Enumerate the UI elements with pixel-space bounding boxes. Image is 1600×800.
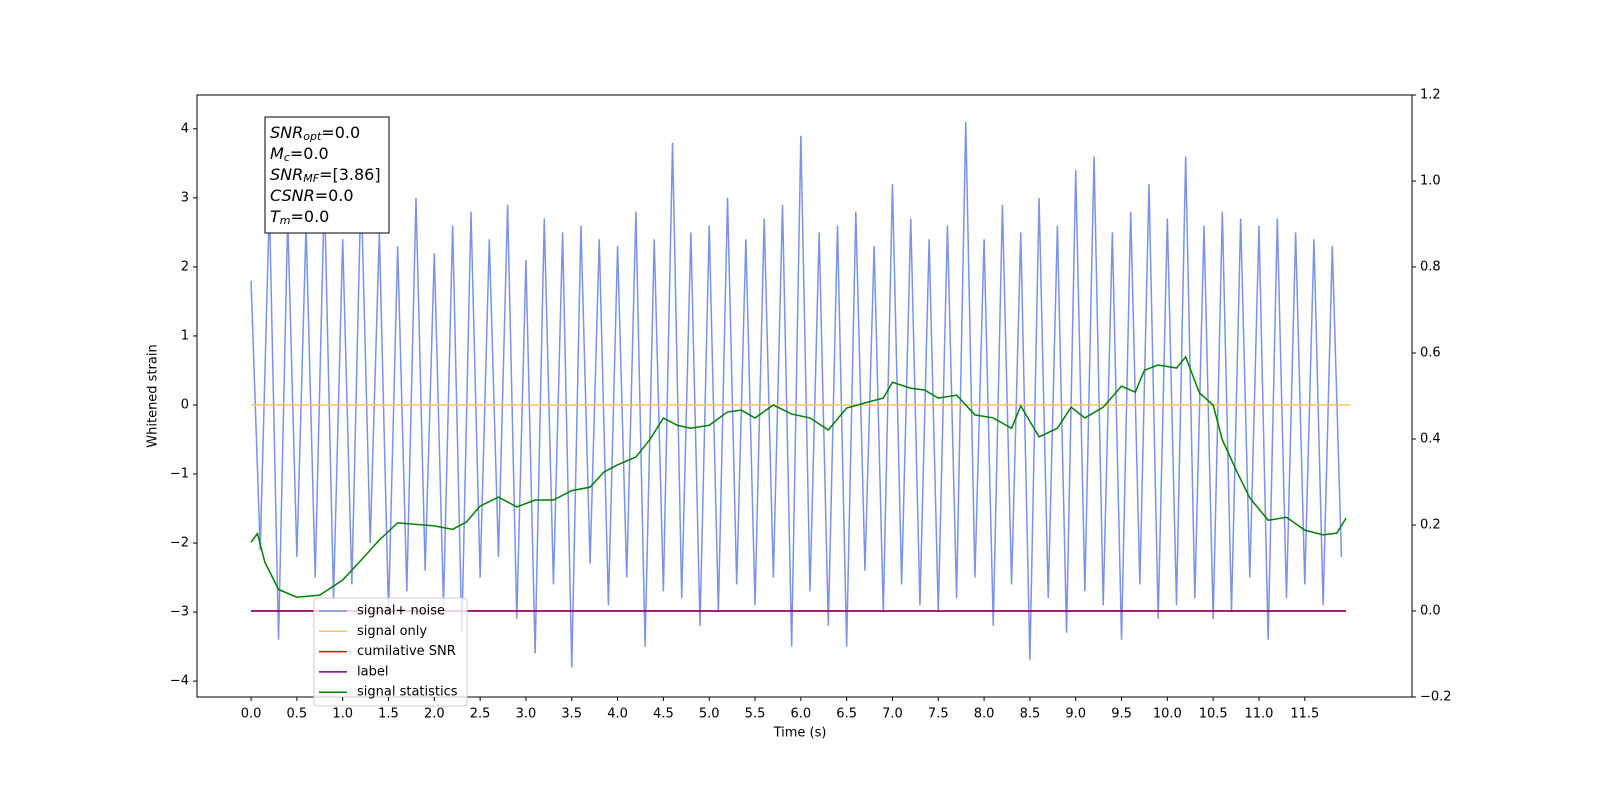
annotation-main: SNR: [270, 165, 303, 184]
y-tick-label: 3: [181, 190, 189, 205]
y-tick-label: 2: [181, 259, 189, 274]
x-tick-label: 9.5: [1111, 707, 1132, 722]
legend-label: label: [357, 664, 388, 679]
y2-tick-label: 1.2: [1420, 88, 1441, 103]
x-tick-label: 3.5: [561, 707, 582, 722]
x-tick-label: 10.0: [1153, 707, 1182, 722]
annotation-line: SNRMF=[3.86]: [270, 165, 381, 186]
annotation-line: SNRopt=0.0: [270, 123, 360, 144]
y2-tick-label: 0.0: [1420, 604, 1441, 619]
x-tick-label: 1.0: [332, 707, 353, 722]
x-tick-label: 10.5: [1199, 707, 1228, 722]
x-tick-label: 11.5: [1290, 707, 1319, 722]
y-tick-label: −3: [170, 605, 189, 620]
x-tick-label: 5.5: [745, 707, 766, 722]
x-tick-label: 4.0: [607, 707, 628, 722]
series-line: [250, 355, 1347, 599]
x-tick-label: 7.0: [882, 707, 903, 722]
annotation-line: Mc=0.0: [270, 144, 329, 165]
x-tick-label: 4.5: [653, 707, 674, 722]
legend-label: cumilative SNR: [357, 644, 456, 659]
y-tick-label: −1: [170, 467, 189, 482]
annotation-line: CSNR=0.0: [270, 186, 354, 205]
x-tick-label: 8.0: [974, 707, 995, 722]
annotation-sub: c: [284, 151, 290, 164]
y2-tick-label: 0.8: [1420, 260, 1441, 275]
annotation-sub: m: [280, 214, 291, 227]
y-tick-label: 1: [181, 328, 189, 343]
annotation-main: SNR: [270, 123, 303, 142]
x-tick-label: 5.0: [699, 707, 720, 722]
annotation-main: M: [270, 144, 284, 163]
legend-label: signal statistics: [357, 685, 458, 700]
x-tick-label: 2.5: [470, 707, 491, 722]
legend-label: signal+ noise: [357, 604, 445, 619]
y2-tick-label: −0.2: [1420, 690, 1452, 705]
legend: signal+ noise signal only cumilative SNR la…: [313, 597, 468, 707]
annotation-rest: =[3.86]: [319, 165, 381, 184]
legend-label: signal only: [357, 624, 427, 639]
annotation-box: SNRopt=0.0Mc=0.0SNRMF=[3.86]CSNR=0.0Tm=0…: [264, 116, 390, 234]
x-tick-label: 6.0: [790, 707, 811, 722]
annotation-rest: =0.0: [291, 207, 330, 226]
x-tick-label: 1.5: [378, 707, 399, 722]
axes-frame: [196, 94, 1413, 698]
y2-tick-label: 0.2: [1420, 518, 1441, 533]
legend-frame: [313, 597, 468, 707]
y-axis-label: Whitened strain: [146, 344, 161, 447]
y2-tick-label: 1.0: [1420, 174, 1441, 189]
y-tick-label: −4: [170, 674, 189, 689]
y-tick-label: 0: [181, 397, 189, 412]
annotation-rest: =0.0: [321, 123, 360, 142]
x-tick-label: 11.0: [1245, 707, 1274, 722]
y-tick-label: 4: [181, 121, 189, 136]
x-tick-label: 2.0: [424, 707, 445, 722]
x-tick-label: 6.5: [836, 707, 857, 722]
y2-tick-label: 0.4: [1420, 432, 1441, 447]
y-tick-label: −2: [170, 536, 189, 551]
annotation-main: CSNR: [270, 186, 315, 205]
annotation-frame: [264, 116, 390, 234]
x-tick-label: 0.0: [241, 707, 262, 722]
annotation-rest: =0.0: [290, 144, 329, 163]
x-tick-label: 7.5: [928, 707, 949, 722]
annotation-sub: opt: [303, 130, 322, 143]
annotation-rest: =0.0: [315, 186, 354, 205]
x-tick-label: 9.0: [1065, 707, 1086, 722]
x-tick-label: 3.0: [516, 707, 537, 722]
annotation-main: T: [270, 207, 281, 226]
annotation-sub: MF: [303, 172, 319, 185]
x-tick-label: 0.5: [287, 707, 308, 722]
x-tick-label: 8.5: [1020, 707, 1041, 722]
annotation-line: Tm=0.0: [270, 207, 329, 228]
series-line: [250, 121, 1343, 668]
x-axis-label: Time (s): [773, 726, 827, 741]
y2-tick-label: 0.6: [1420, 346, 1441, 361]
